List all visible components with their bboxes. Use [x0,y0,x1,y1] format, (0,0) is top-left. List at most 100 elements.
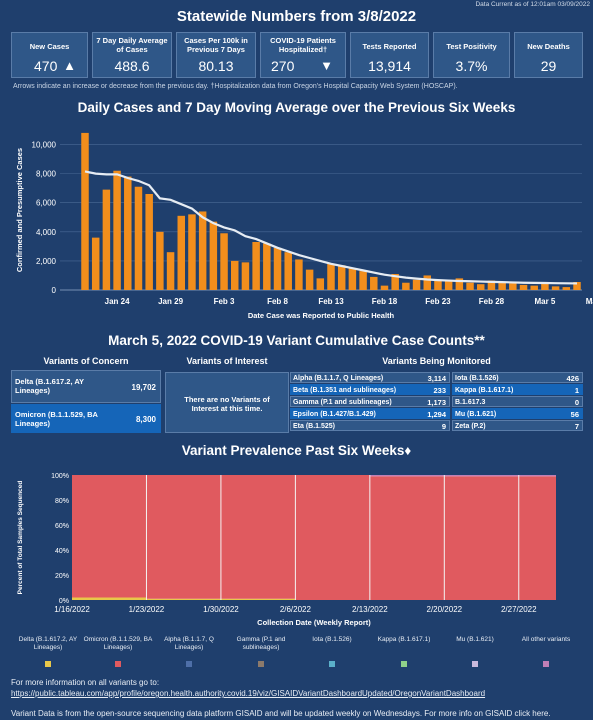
monitored-row[interactable]: Mu (B.1.621) 56 [452,408,583,419]
monitored-row[interactable]: Zeta (P.2) 7 [452,420,583,431]
daily-cases-bar[interactable] [198,211,207,290]
metric-value: 3.7% [455,58,488,74]
y-tick-label: 0% [59,598,69,605]
legend-swatch[interactable] [115,661,121,667]
daily-cases-bar[interactable] [444,281,453,290]
daily-cases-bar[interactable] [530,285,538,290]
daily-cases-bar[interactable] [337,265,346,290]
prevalence-area-segment[interactable] [220,475,296,599]
daily-cases-bar[interactable] [466,282,474,290]
monitored-row[interactable]: Epsilon (B.1.427/B.1.429) 1,294 [290,408,450,419]
daily-cases-bar[interactable] [423,275,432,290]
daily-cases-bar[interactable] [230,260,239,290]
variant-prevalence-chart[interactable]: 0% 20% 40% 60% 80% 100% 1/16/2022 1/23/2022 1/30… [0,463,593,633]
monitored-row[interactable]: Kappa (B.1.617.1) 1 [452,384,583,395]
monitored-row[interactable]: Eta (B.1.525) 9 [290,420,450,431]
daily-cases-bar[interactable] [209,221,218,290]
daily-cases-bar[interactable] [177,215,186,290]
prevalence-area-segment[interactable] [146,475,221,599]
monitored-row[interactable]: Iota (B.1.526) 426 [452,372,583,383]
footer-gisaid: Variant Data is from the open-source seq… [11,709,551,718]
monitored-row[interactable]: B.1.617.3 0 [452,396,583,407]
daily-cases-bar[interactable] [316,278,325,290]
legend-swatch[interactable] [45,661,51,667]
arrows-note: Arrows indicate an increase or decrease … [13,83,458,90]
daily-cases-bar[interactable] [284,252,292,290]
metric-hospitalized[interactable]: COVID-19 Patients Hospitalized† 270 ▼ [260,32,346,78]
prevalence-area-segment[interactable] [518,475,556,477]
metric-7day-average[interactable]: 7 Day Daily Average of Cases 488.6 [92,32,172,78]
daily-cases-bar[interactable] [81,132,89,290]
daily-cases-bar[interactable] [188,214,196,290]
legend-swatch[interactable] [258,661,264,667]
daily-cases-bar[interactable] [434,279,442,290]
monitored-row[interactable]: Gamma (P.1 and sublineages) 1,173 [290,396,450,407]
prevalence-area-segment[interactable] [72,475,147,598]
daily-cases-chart[interactable]: 0 2,000 4,000 6,000 8,000 10,000 Jan 24 Jan 29 F… [0,118,593,328]
legend-label: Gamma (P.1 and sublineages) [236,636,286,651]
daily-cases-bar[interactable] [541,282,549,290]
metric-tests-reported[interactable]: Tests Reported 13,914 [350,32,429,78]
legend-swatch[interactable] [329,661,335,667]
daily-cases-bar[interactable] [113,170,121,290]
moving-average-line[interactable] [84,170,578,285]
daily-cases-bar[interactable] [573,282,581,290]
daily-cases-bar[interactable] [91,237,100,290]
prevalence-area-segment[interactable] [146,598,221,600]
daily-cases-bar[interactable] [402,282,410,290]
daily-cases-bar[interactable] [134,186,143,290]
daily-cases-bar[interactable] [220,233,228,290]
daily-cases-bar[interactable] [509,283,517,290]
prevalence-area-segment[interactable] [444,476,519,600]
variant-name: Delta (B.1.617.2, AY Lineages) [15,377,84,395]
daily-cases-bar[interactable] [102,189,111,290]
daily-cases-bar[interactable] [498,282,506,290]
daily-cases-bar[interactable] [370,276,378,290]
metric-new-deaths[interactable]: New Deaths 29 [514,32,583,78]
daily-cases-bar[interactable] [380,285,389,290]
daily-cases-bar[interactable] [562,287,571,290]
prevalence-area-segment[interactable] [369,475,445,477]
legend-swatch[interactable] [401,661,407,667]
daily-cases-bar[interactable] [391,274,399,290]
y-tick-label: 100% [51,473,69,480]
prevalence-area-segment[interactable] [295,475,370,600]
monitored-row[interactable]: Alpha (B.1.1.7, Q Lineages) 3,114 [290,372,450,383]
daily-cases-bar[interactable] [263,243,271,290]
daily-cases-bar[interactable] [476,284,485,290]
prevalence-area-segment[interactable] [72,597,147,601]
daily-cases-bar[interactable] [156,231,164,290]
prevalence-area-segment[interactable] [518,476,556,600]
daily-cases-bar[interactable] [273,247,282,290]
legend-swatch[interactable] [543,661,549,667]
metric-label: 7 Day Daily Average of Cases [96,36,168,54]
daily-cases-bar[interactable] [348,268,357,290]
daily-cases-bar[interactable] [241,262,250,290]
legend-swatch[interactable] [472,661,478,667]
prevalence-area-segment[interactable] [444,475,519,477]
legend-swatch[interactable] [186,661,192,667]
daily-cases-bar[interactable] [551,286,560,290]
daily-cases-bar[interactable] [455,278,464,290]
legend-label: Mu (B.1.621) [456,636,494,643]
daily-cases-bar[interactable] [124,176,132,290]
daily-cases-bar[interactable] [412,279,421,290]
metric-test-positivity[interactable]: Test Positivity 3.7% [433,32,510,78]
daily-cases-bar[interactable] [252,242,260,290]
monitored-row[interactable]: Beta (B.1.351 and sublineages) 233 [290,384,450,395]
daily-cases-bar[interactable] [305,269,314,290]
prevalence-area-segment[interactable] [369,476,445,600]
metric-new-cases[interactable]: New Cases 470 ▲ [11,32,88,78]
concern-row-omicron[interactable]: Omicron (B.1.1.529, BA Lineages) 8,300 [11,404,161,433]
daily-cases-bar[interactable] [487,280,496,290]
daily-cases-bar[interactable] [295,259,303,290]
prevalence-area-segment[interactable] [220,598,296,600]
daily-cases-bar[interactable] [327,263,335,290]
metric-cases-per-100k[interactable]: Cases Per 100k in Previous 7 Days 80.13 [176,32,256,78]
daily-cases-bar[interactable] [359,271,367,290]
concern-row-delta[interactable]: Delta (B.1.617.2, AY Lineages) 19,702 [11,370,161,403]
daily-cases-bar[interactable] [519,284,528,290]
daily-cases-bar[interactable] [166,252,175,290]
tableau-link[interactable]: https://public.tableau.com/app/profile/o… [11,689,486,698]
daily-cases-bar[interactable] [145,194,153,290]
